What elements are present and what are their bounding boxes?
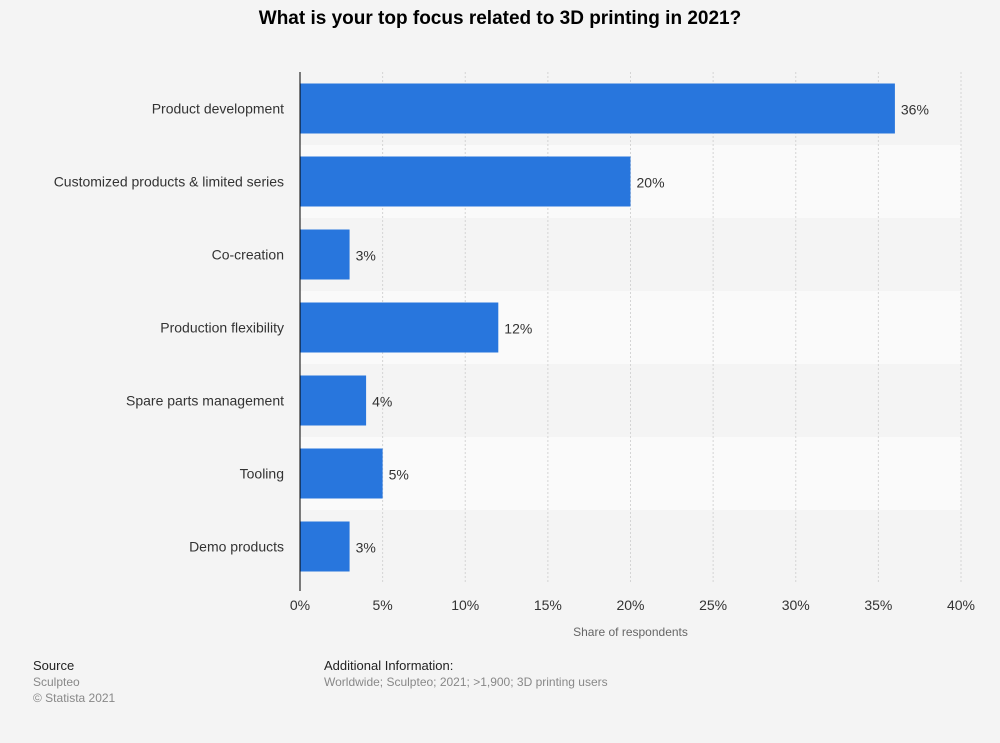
value-label: 20%	[637, 175, 665, 191]
x-tick-label: 0%	[290, 597, 310, 613]
x-tick-label: 35%	[864, 597, 892, 613]
category-label: Tooling	[240, 466, 284, 482]
additional-info-text: Worldwide; Sculpteo; 2021; >1,900; 3D pr…	[324, 675, 608, 689]
copyright: © Statista 2021	[33, 691, 116, 705]
bar	[300, 521, 350, 572]
value-label: 3%	[356, 540, 376, 556]
x-tick-label: 10%	[451, 597, 479, 613]
category-label: Customized products & limited series	[54, 174, 284, 190]
x-tick-label: 15%	[534, 597, 562, 613]
bar	[300, 156, 631, 207]
value-label: 3%	[356, 248, 376, 264]
source-block: Source Sculpteo © Statista 2021	[33, 658, 115, 706]
value-label: 36%	[901, 102, 929, 118]
category-label: Demo products	[189, 539, 284, 555]
bar	[300, 448, 383, 499]
value-label: 5%	[389, 467, 409, 483]
category-label: Product development	[152, 101, 284, 117]
x-tick-label: 30%	[782, 597, 810, 613]
bar	[300, 83, 895, 134]
row-band	[300, 218, 961, 291]
x-tick-label: 20%	[616, 597, 644, 613]
category-label: Production flexibility	[160, 320, 284, 336]
source-name: Sculpteo	[33, 675, 80, 689]
x-tick-label: 40%	[947, 597, 975, 613]
value-label: 12%	[504, 321, 532, 337]
x-axis-label: Share of respondents	[573, 625, 688, 639]
x-tick-label: 5%	[373, 597, 393, 613]
additional-info-heading: Additional Information:	[324, 658, 454, 673]
bar	[300, 302, 499, 353]
bar	[300, 375, 367, 426]
row-band	[300, 510, 961, 583]
bar	[300, 229, 350, 280]
x-tick-label: 25%	[699, 597, 727, 613]
bar-chart: Product development 36% Customized product…	[54, 72, 975, 639]
category-label: Spare parts management	[126, 393, 284, 409]
source-heading: Source	[33, 658, 75, 673]
category-label: Co-creation	[212, 247, 284, 263]
additional-info-block: Additional Information: Worldwide; Sculp…	[324, 658, 608, 690]
chart-title: What is your top focus related to 3D pri…	[258, 8, 742, 29]
value-label: 4%	[372, 394, 392, 410]
